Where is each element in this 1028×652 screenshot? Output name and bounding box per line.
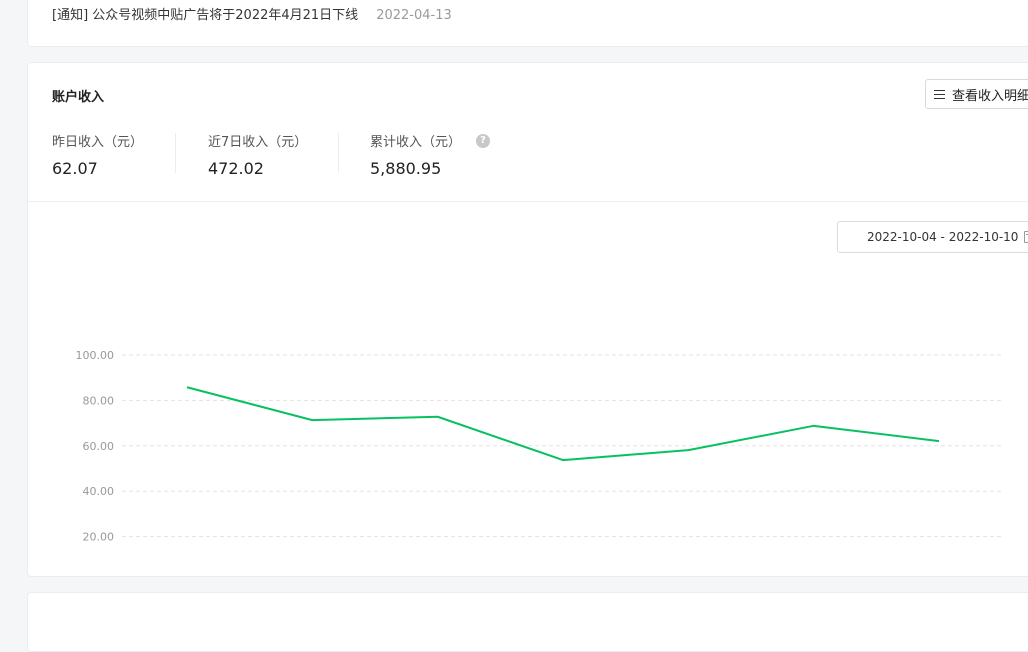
stat-value: 62.07	[52, 159, 143, 178]
list-icon	[934, 90, 945, 99]
notice-row[interactable]: [通知] 公众号视频中贴广告将于2022年4月21日下线 2022-04-13	[52, 4, 452, 23]
y-tick-label: 100.00	[76, 349, 115, 362]
stat-label: 昨日收入（元）	[52, 131, 143, 150]
stat-divider	[338, 133, 339, 173]
section-divider	[28, 201, 1028, 202]
y-tick-label: 20.00	[83, 531, 115, 544]
calendar-icon	[1024, 231, 1028, 243]
date-range-picker[interactable]: 2022-10-04 - 2022-10-10	[837, 221, 1028, 253]
income-card: 账户收入 查看收入明细 昨日收入（元） 62.07 近7日收入（元） 472.0…	[27, 62, 1028, 577]
date-range-value: 2022-10-04 - 2022-10-10	[867, 230, 1018, 244]
stat-yesterday: 昨日收入（元） 62.07	[52, 131, 143, 178]
help-icon[interactable]: ?	[476, 134, 490, 148]
stat-value: 5,880.95	[370, 159, 490, 178]
stat-divider	[175, 133, 176, 173]
next-card	[27, 592, 1028, 652]
view-income-detail-button[interactable]: 查看收入明细	[925, 79, 1028, 109]
series-line	[187, 387, 939, 460]
stat-label: 累计收入（元） ?	[370, 131, 490, 150]
notice-text[interactable]: [通知] 公众号视频中贴广告将于2022年4月21日下线	[52, 8, 358, 23]
notice-card: [通知] 公众号视频中贴广告将于2022年4月21日下线 2022-04-13	[27, 0, 1028, 47]
y-tick-label: 60.00	[83, 440, 115, 453]
income-line-chart: 0.0020.0040.0060.0080.00100.002022-10-04…	[28, 263, 1028, 563]
stat-value: 472.02	[208, 159, 307, 178]
income-title: 账户收入	[52, 86, 104, 105]
stat-cumulative: 累计收入（元） ? 5,880.95	[370, 131, 490, 178]
stat-label-text: 累计收入（元）	[370, 131, 461, 150]
y-tick-label: 80.00	[83, 394, 115, 407]
notice-date: 2022-04-13	[376, 8, 452, 23]
stat-label: 近7日收入（元）	[208, 131, 307, 150]
stat-last-7-days: 近7日收入（元） 472.02	[208, 131, 307, 178]
view-income-detail-label: 查看收入明细	[952, 85, 1028, 104]
y-tick-label: 40.00	[83, 485, 115, 498]
